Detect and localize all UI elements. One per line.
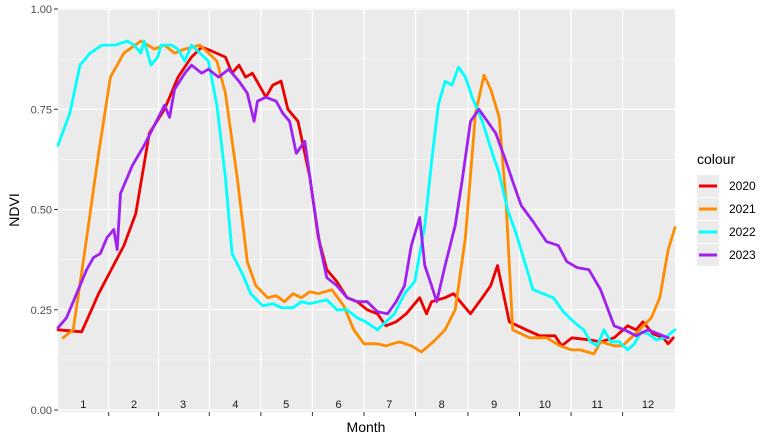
y-tick-label: 1.00 [31, 4, 52, 16]
month-label: 4 [232, 399, 238, 411]
y-axis: 0.00 0.25 0.50 0.75 1.00 [31, 4, 58, 417]
month-label: 8 [439, 399, 445, 411]
series-lines [56, 39, 677, 356]
y-tick-label: 0.00 [31, 405, 52, 417]
series-line-2022 [56, 39, 677, 352]
legend-label-2023: 2023 [729, 248, 756, 262]
legend: colour 2020 2021 2022 2023 [697, 151, 756, 266]
month-label: 5 [283, 399, 289, 411]
series-line-2020 [56, 45, 675, 348]
x-axis: 1 2 3 4 5 6 7 8 9 10 11 12 [80, 399, 654, 416]
month-label: 10 [539, 399, 551, 411]
legend-label-2021: 2021 [729, 202, 756, 216]
month-label: 2 [131, 399, 137, 411]
month-label: 6 [336, 399, 342, 411]
month-label: 9 [491, 399, 497, 411]
month-label: 1 [80, 399, 86, 411]
series-line-2023 [56, 63, 670, 340]
month-label: 3 [180, 399, 186, 411]
month-label: 11 [592, 399, 603, 411]
legend-label-2020: 2020 [729, 179, 756, 193]
x-axis-title: Month [347, 419, 386, 435]
y-tick-label: 0.50 [31, 205, 52, 217]
month-label: 7 [386, 399, 392, 411]
y-tick-label: 0.75 [31, 104, 52, 116]
legend-label-2022: 2022 [729, 225, 756, 239]
legend-title: colour [697, 151, 735, 167]
y-tick-label: 0.25 [31, 305, 52, 317]
month-label: 12 [642, 399, 654, 411]
y-axis-title: NDVI [6, 193, 22, 226]
